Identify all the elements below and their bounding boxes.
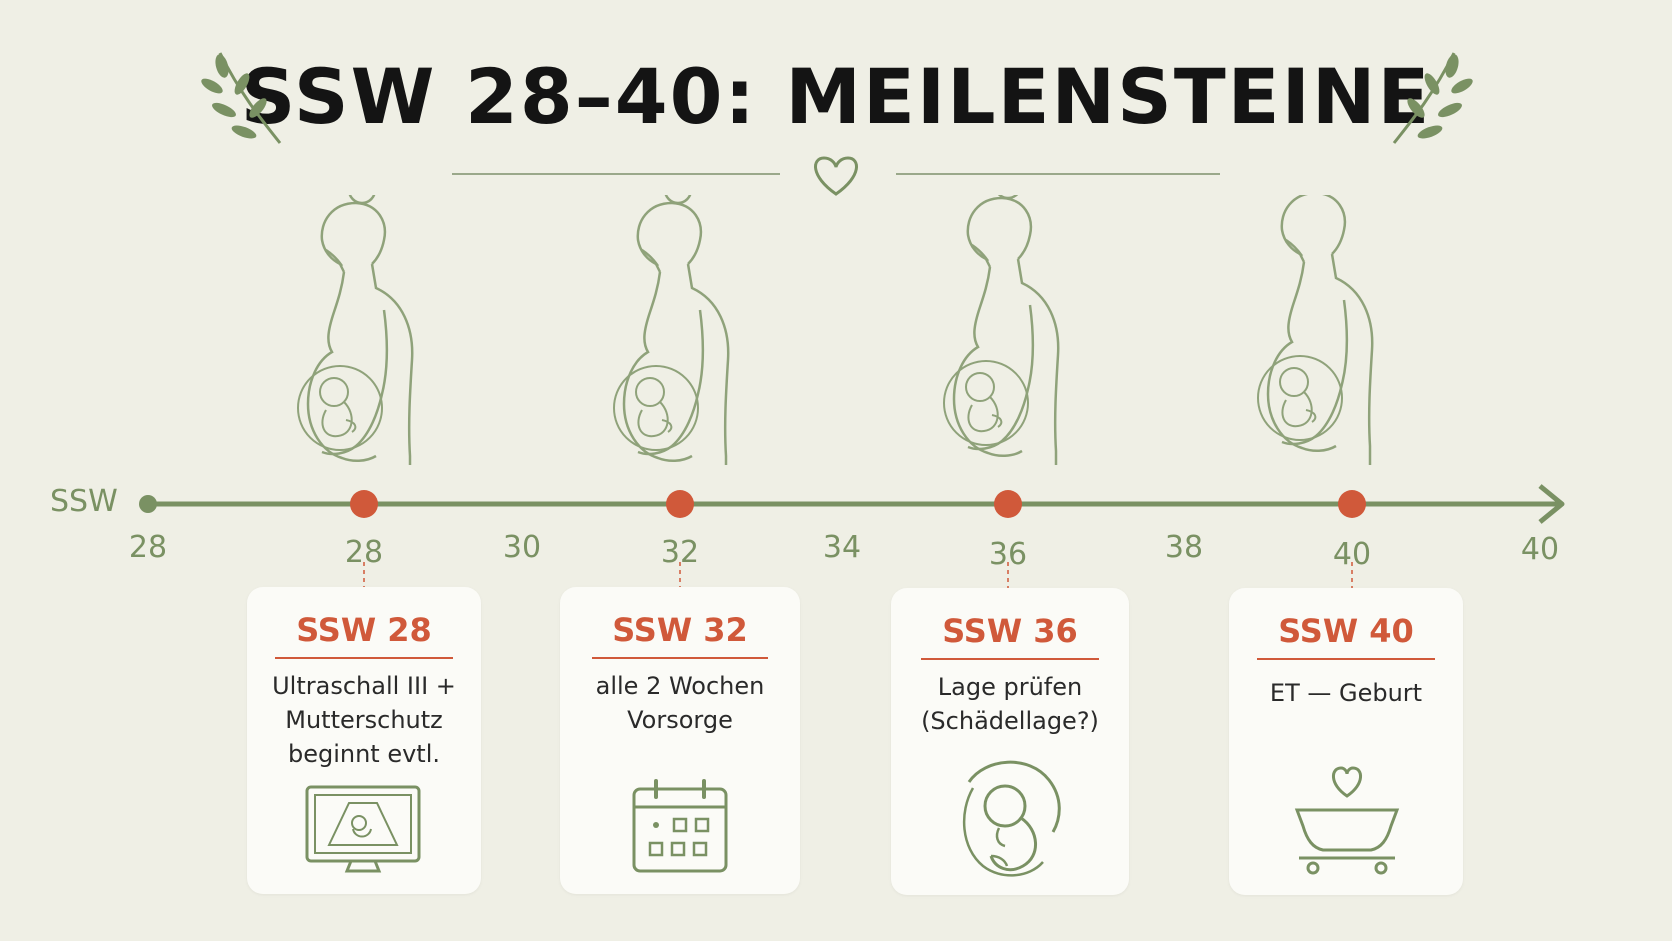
card-divider — [275, 657, 453, 659]
pregnant-figure-40 — [1256, 195, 1374, 465]
card-divider — [1257, 658, 1435, 660]
milestone-card-32: SSW 32 alle 2 Wochen Vorsorge — [560, 587, 800, 894]
right-leaf-sprig-icon — [1392, 52, 1473, 144]
card-divider — [921, 658, 1099, 660]
tick-label: 40 — [1520, 532, 1560, 567]
milestone-dot-40 — [1338, 490, 1366, 518]
baby-crib-icon — [1294, 766, 1400, 875]
milestone-heading: SSW 28 — [296, 611, 432, 649]
milestone-text: alle 2 Wochen Vorsorge — [595, 672, 765, 734]
tick-label: 34 — [822, 530, 862, 565]
timeline-axis — [139, 484, 1565, 524]
pregnancy-illustrations — [296, 195, 1374, 465]
pregnant-figure-28 — [296, 195, 414, 465]
milestone-heading: SSW 40 — [1278, 612, 1414, 650]
page-title: SSW 28–40: MEILENSTEINE — [240, 52, 1432, 141]
tick-label: 36 — [988, 537, 1028, 572]
pregnant-figure-36 — [942, 195, 1060, 465]
tick-label: 40 — [1332, 537, 1372, 572]
heart-icon — [814, 156, 858, 196]
pregnant-figure-32 — [612, 195, 730, 465]
axis-label: SSW — [50, 484, 118, 519]
milestone-dot-28 — [350, 490, 378, 518]
card-divider — [592, 657, 768, 659]
milestone-text: Lage prüfen (Schädellage?) — [921, 673, 1099, 735]
milestone-card-28: SSW 28 Ultraschall III + Mutterschutz be… — [247, 587, 481, 894]
calendar-icon — [632, 779, 728, 873]
milestone-heading: SSW 36 — [942, 612, 1078, 650]
fetus-position-icon — [962, 760, 1061, 877]
milestone-text: ET — Geburt — [1269, 679, 1423, 707]
milestone-dot-36 — [994, 490, 1022, 518]
milestone-text: Ultraschall III + Mutterschutz beginnt e… — [272, 672, 456, 768]
title-divider — [452, 156, 1220, 196]
milestone-heading: SSW 32 — [612, 611, 748, 649]
tick-label: 28 — [128, 530, 168, 565]
card-connectors — [363, 562, 1353, 588]
tick-label: 38 — [1164, 530, 1204, 565]
milestone-card-40: SSW 40 ET — Geburt — [1229, 588, 1463, 895]
milestone-dot-32 — [666, 490, 694, 518]
heart-icon — [1332, 766, 1362, 798]
milestone-card-36: SSW 36 Lage prüfen (Schädellage?) — [891, 588, 1129, 895]
ultrasound-monitor-icon — [305, 785, 421, 873]
timeline-start-dot — [139, 495, 157, 513]
timeline-arrowhead-icon — [1538, 484, 1565, 524]
tick-label: 30 — [502, 530, 542, 565]
left-leaf-sprig-icon — [201, 52, 282, 144]
